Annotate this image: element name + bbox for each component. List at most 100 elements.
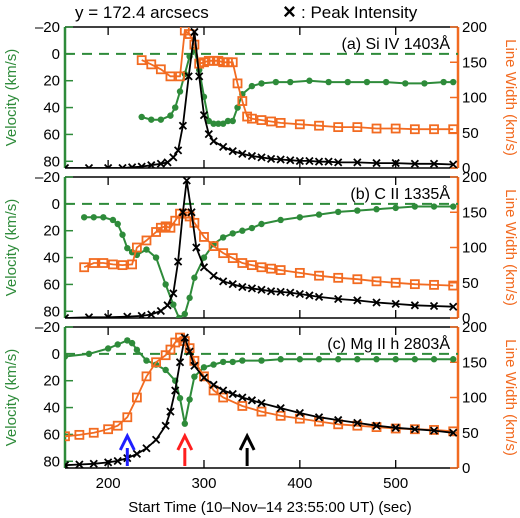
velocity-point [296,214,304,221]
intensity-point [314,157,324,166]
panel-title: (c) Mg II h 2803Å [327,334,450,353]
velocity-point [181,310,189,318]
intensity-point [169,153,178,162]
line-width-point [136,55,147,66]
velocity-point [450,356,457,363]
velocity-point [175,314,183,318]
velocity-point [354,356,361,363]
intensity-point [147,161,156,168]
velocity-point [229,358,236,366]
velocity-point [229,117,236,125]
x-tick-label: 200 [96,475,121,492]
line-width-point [218,248,229,259]
velocity-point [354,207,361,214]
intensity-point [353,418,362,428]
line-width-point [112,420,123,431]
velocity-point [239,227,246,234]
line-width-point [352,122,363,133]
intensity-point [84,163,94,168]
arrow-head [118,432,136,451]
line-width-point [131,392,142,403]
left-tick-label: 0 [52,46,60,63]
intensity-point [228,280,237,289]
velocity-point [411,356,419,363]
velocity-axis-label: Velocity (km/s) [3,199,20,297]
left-tick-label: 80 [43,303,60,320]
intensity-point [204,130,213,139]
line-width-point [247,113,257,124]
line-width-point [74,429,85,440]
line-width-point [98,258,109,268]
line-width-point [208,241,219,251]
velocity-point [234,104,241,111]
intensity-point [410,159,420,168]
intensity-point [103,313,113,318]
line-width-point [256,262,267,273]
intensity-point [163,301,172,310]
left-tick-label: 40 [43,400,60,417]
line-width-point [429,124,439,135]
velocity-axis-label: Velocity (km/s) [3,349,20,447]
line-width-point [448,124,458,135]
intensity-point [449,302,458,311]
intensity-line [65,180,454,318]
line-width-point [227,57,238,68]
intensity-point [295,289,304,299]
velocity-point [402,80,409,87]
intensity-point [429,301,439,311]
line-width-point [247,260,257,271]
velocity-point [315,356,323,363]
velocity-point [172,104,179,111]
left-tick-label: –20 [35,319,60,336]
left-tick-label: 0 [52,196,60,213]
line-width-point [189,39,200,50]
right-tick-label: 150 [462,54,487,71]
line-width-point [371,123,382,134]
intensity-point [151,435,161,444]
intensity-point [238,282,247,292]
line-width-point [155,64,166,75]
x-axis-label: Start Time (10–Nov–14 23:55:00 UT) (sec) [128,499,411,516]
velocity-point [80,214,88,221]
velocity-point [334,208,342,216]
velocity-point [200,254,208,261]
intensity-point [247,151,257,161]
line-width-axis-label: Line Width (km/s) [502,39,519,156]
intensity-point [137,311,146,318]
velocity-point [215,120,222,127]
intensity-point [175,358,185,367]
panel-1: –20 0 20 40 60 80 0 50 100 150 200 Velocity (km/s) L… [3,19,519,177]
left-tick-label: –20 [35,169,60,186]
line-width-point [429,279,439,290]
line-width-point [256,406,267,417]
right-tick-label: 50 [462,275,479,292]
line-width-point [103,424,114,435]
line-width-axis-label: Line Width (km/s) [502,189,519,306]
line-width-point [371,422,382,433]
line-width-point [256,115,267,125]
intensity-point [276,155,285,164]
line-width-point [117,260,128,271]
velocity-point [162,366,169,374]
line-width-point [266,116,276,127]
line-width-point [371,276,382,287]
position-label: y = 172.4 arcsecs [75,3,209,22]
line-width-point [448,280,458,291]
intensity-point [353,158,362,167]
velocity-point [138,113,145,121]
line-width-point [189,217,200,228]
velocity-point [162,281,169,288]
line-width-point [227,253,238,263]
intensity-point [180,333,189,342]
intensity-point [295,156,304,166]
intensity-point [276,403,285,413]
time-arrow-black-icon [238,432,256,466]
velocity-point [65,353,69,360]
intensity-point [178,208,188,217]
panel-title: (b) C II 1335Å [350,184,450,203]
intensity-point [103,458,113,467]
line-width-point [218,392,229,403]
line-width-point [146,59,157,70]
velocity-point [272,78,280,86]
